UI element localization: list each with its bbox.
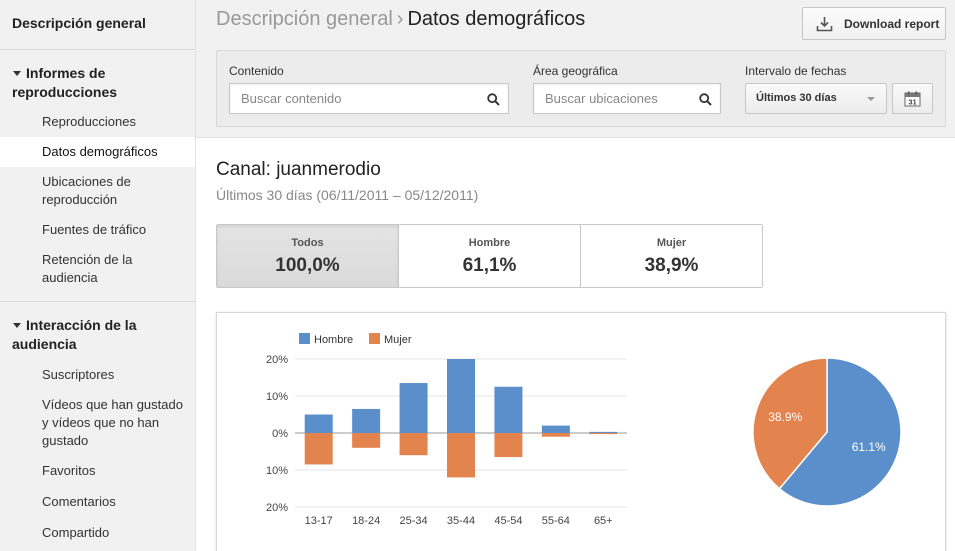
bar-mujer[interactable] — [304, 433, 333, 465]
geo-search-input[interactable]: Buscar ubicaciones — [533, 83, 721, 114]
pie-slice-hombre[interactable] — [778, 357, 902, 507]
download-report-button[interactable]: Download report — [802, 7, 946, 40]
pie-label: 61.1% — [852, 440, 886, 454]
bar-mujer[interactable] — [352, 433, 381, 448]
x-tick-label: 65+ — [594, 515, 613, 527]
tab-label: Hombre — [468, 237, 511, 249]
download-report-label: Download report — [844, 16, 940, 31]
download-icon — [816, 16, 833, 31]
bar-hombre[interactable] — [352, 408, 381, 433]
bar-mujer[interactable] — [447, 433, 475, 478]
x-tick-label: 45-54 — [494, 515, 522, 527]
sidebar-item-traffic-sources[interactable]: Fuentes de tráfico — [42, 222, 147, 237]
sidebar-item-playback-locations[interactable]: Ubicaciones de reproducción — [42, 174, 131, 207]
channel-title: Canal: juanmerodio — [216, 159, 381, 180]
bar-hombre[interactable] — [447, 359, 475, 433]
x-tick-label: 35-44 — [447, 515, 475, 527]
sidebar-item-comments[interactable]: Comentarios — [42, 494, 116, 509]
tab-todos[interactable]: Todos 100,0% — [217, 225, 399, 287]
bar-hombre[interactable] — [494, 386, 523, 433]
bar-hombre[interactable] — [304, 414, 333, 434]
bar-mujer[interactable] — [589, 433, 618, 435]
breadcrumb-separator: › — [396, 8, 404, 30]
bar-mujer[interactable] — [541, 433, 570, 437]
y-tick-label: 10% — [266, 465, 288, 477]
sidebar-item-demographics[interactable]: Datos demográficos — [0, 137, 195, 167]
bar-hombre[interactable] — [589, 431, 618, 433]
page-header: Descripción general › Datos demográficos D… — [196, 0, 955, 138]
sidebar-item-subscribers[interactable]: Suscriptores — [42, 367, 115, 382]
tab-mujer[interactable]: Mujer 38,9% — [581, 225, 762, 287]
sidebar-item-audience-retention[interactable]: Retención de la audiencia — [42, 252, 133, 285]
sidebar-divider — [0, 301, 195, 302]
tab-label: Todos — [291, 237, 324, 249]
sidebar-section-title: Informes de reproducciones — [12, 65, 118, 100]
tab-hombre[interactable]: Hombre 61,1% — [399, 225, 581, 287]
y-tick-label: 20% — [266, 502, 288, 514]
x-tick-label: 55-64 — [542, 515, 570, 527]
calendar-day-text: 31 — [908, 97, 916, 106]
sidebar-item-favorites[interactable]: Favoritos — [42, 463, 96, 478]
bar-hombre[interactable] — [399, 383, 428, 433]
date-range-select[interactable]: Últimos 30 días — [745, 83, 887, 114]
breadcrumb-parent[interactable]: Descripción general — [216, 8, 393, 30]
age-gender-bar-chart: Hombre Mujer 20% 10% 0% 10% 20% 13-17 18-24 25-34… — [266, 333, 627, 527]
sidebar-item-likes-dislikes[interactable]: Vídeos que han gustado y vídeos que no h… — [42, 397, 183, 448]
legend-swatch-hombre — [299, 333, 310, 344]
legend-label: Mujer — [384, 334, 412, 346]
page-title: Datos demográficos — [407, 8, 586, 30]
search-icon[interactable] — [487, 93, 500, 106]
bar-mujer[interactable] — [494, 433, 523, 458]
bar-hombre[interactable] — [541, 425, 570, 433]
main-content: Descripción general › Datos demográficos D… — [196, 0, 955, 551]
y-tick-label: 10% — [266, 391, 288, 403]
breadcrumb: Descripción general › Datos demográficos — [216, 8, 585, 31]
y-tick-label: 20% — [266, 354, 288, 366]
calendar-icon: 31 — [904, 91, 921, 106]
geo-label: Área geográfica — [533, 64, 618, 78]
sidebar-section-engagement[interactable]: Interacción de la audiencia — [0, 302, 195, 359]
legend-label: Hombre — [314, 334, 353, 346]
sidebar-item-overview[interactable]: Descripción general — [0, 0, 195, 50]
date-range-text: Últimos 30 días (06/11/2011 – 05/12/2011… — [216, 187, 479, 203]
pie-slice-mujer[interactable] — [752, 357, 828, 490]
date-range-label: Intervalo de fechas — [745, 64, 847, 78]
date-range-value: Últimos 30 días — [756, 92, 837, 104]
sidebar: Descripción general Informes de reproduc… — [0, 0, 196, 551]
chart-card: Hombre Mujer 20% 10% 0% 10% 20% 13-17 18-24 25-34… — [216, 312, 946, 551]
x-tick-label: 25-34 — [400, 515, 428, 527]
sidebar-section-title: Interacción de la audiencia — [12, 317, 137, 352]
tab-value: 61,1% — [462, 255, 517, 276]
sidebar-section-views[interactable]: Informes de reproducciones — [0, 50, 195, 107]
content-search-placeholder: Buscar contenido — [241, 91, 342, 106]
filter-panel: Contenido Buscar contenido Área geográfi… — [216, 50, 946, 127]
x-tick-label: 18-24 — [352, 515, 380, 527]
calendar-button[interactable]: 31 — [892, 83, 933, 114]
x-tick-label: 13-17 — [305, 515, 333, 527]
caret-down-icon — [13, 70, 21, 76]
dropdown-arrow-icon — [867, 97, 875, 101]
sidebar-item-views[interactable]: Reproducciones — [42, 114, 136, 129]
geo-search-placeholder: Buscar ubicaciones — [545, 91, 658, 106]
pie-label: 38.9% — [768, 410, 802, 424]
sidebar-item-sharing[interactable]: Compartido — [42, 525, 110, 540]
gender-tabs: Todos 100,0% Hombre 61,1% Mujer 38,9% — [216, 224, 763, 288]
tab-label: Mujer — [656, 237, 687, 249]
tab-value: 38,9% — [644, 255, 699, 276]
gender-pie-chart: 61.1% 38.9% — [752, 357, 902, 507]
y-tick-label: 0% — [272, 428, 288, 440]
legend-swatch-mujer — [369, 333, 380, 344]
tab-value: 100,0% — [275, 255, 340, 276]
content-search-input[interactable]: Buscar contenido — [229, 83, 509, 114]
search-icon[interactable] — [699, 93, 712, 106]
bar-mujer[interactable] — [399, 433, 428, 456]
content-label: Contenido — [229, 64, 284, 78]
caret-down-icon — [13, 322, 21, 328]
